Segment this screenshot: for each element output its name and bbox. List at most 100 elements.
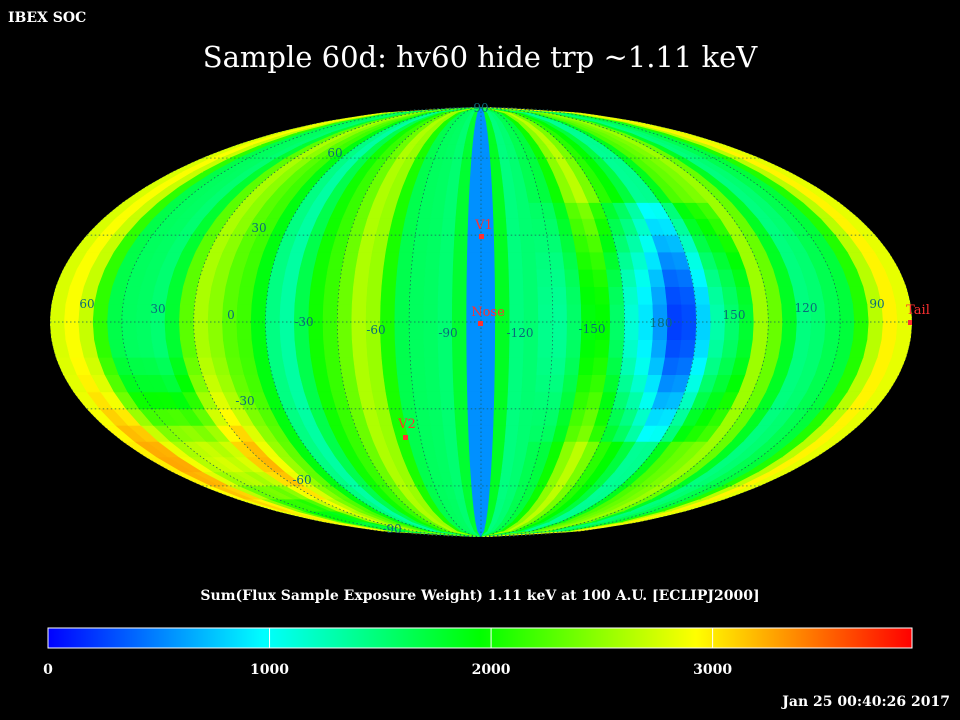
graticule-line	[480, 107, 697, 537]
map-cell	[208, 286, 227, 305]
map-cell	[394, 339, 411, 358]
map-cell	[466, 339, 482, 358]
v1-label: V1	[474, 218, 493, 233]
map-cell	[78, 321, 95, 340]
map-cell	[456, 186, 471, 203]
map-cell	[438, 356, 454, 376]
map-cell	[518, 218, 534, 236]
map-cell	[280, 339, 298, 358]
map-cell	[380, 286, 397, 305]
map-cell	[795, 321, 812, 340]
map-cell	[423, 339, 439, 358]
meridian-label: -90	[438, 326, 457, 340]
map-cell	[452, 356, 468, 376]
map-cell	[606, 356, 624, 376]
map-cell	[494, 339, 510, 358]
map-cell	[395, 356, 412, 376]
map-cell	[707, 339, 725, 358]
map-cell	[767, 321, 784, 340]
map-cell	[236, 304, 253, 323]
meridian-label: -60	[366, 323, 385, 337]
map-cell	[550, 356, 567, 376]
map-cell	[366, 339, 383, 358]
map-cell	[411, 374, 427, 393]
graticule-line	[193, 107, 482, 537]
map-cell	[494, 356, 510, 376]
map-cell	[472, 498, 482, 512]
map-cell	[490, 171, 504, 188]
meridian-label: 0	[227, 308, 235, 322]
map-cell	[509, 339, 525, 358]
map-cell	[695, 304, 712, 323]
map-cell	[492, 425, 507, 442]
map-cell	[394, 321, 410, 340]
map-cell	[279, 321, 296, 340]
map-cell	[664, 286, 682, 305]
map-cell	[423, 321, 439, 340]
map-cell	[548, 251, 565, 270]
map-cell	[609, 304, 625, 323]
map-cell	[430, 202, 446, 219]
graticule-line	[336, 107, 482, 537]
map-cell	[466, 356, 482, 376]
map-cell	[650, 286, 668, 305]
colorbar-gradient	[47, 627, 913, 649]
map-cell	[424, 251, 441, 270]
tail-marker	[908, 320, 912, 325]
map-cell	[351, 304, 367, 323]
map-cell	[452, 251, 468, 270]
map-cell	[442, 425, 458, 442]
meridian-label: 30	[150, 302, 165, 316]
map-cell	[623, 321, 640, 340]
map-cell	[455, 425, 470, 442]
meridian-label: -150	[579, 322, 606, 336]
map-cell	[444, 441, 459, 458]
map-cell	[693, 339, 711, 358]
map-cell	[523, 339, 539, 358]
map-cell	[438, 251, 455, 270]
map-cell	[383, 374, 400, 393]
map-cell	[50, 321, 67, 340]
map-cell	[564, 268, 581, 288]
map-cell	[537, 339, 553, 358]
map-cell	[423, 268, 440, 288]
map-cell	[92, 304, 110, 323]
map-cell	[467, 408, 482, 426]
map-cell	[408, 304, 425, 323]
map-cell	[494, 374, 510, 393]
map-cell	[622, 286, 639, 305]
map-cell	[636, 339, 654, 358]
map-cell	[518, 408, 534, 426]
map-cell	[895, 321, 912, 340]
map-cell	[724, 321, 740, 340]
map-cell	[460, 471, 473, 487]
map-cell	[471, 485, 482, 500]
map-cell	[506, 234, 523, 253]
map-cell	[265, 339, 283, 358]
map-cell	[695, 321, 712, 340]
map-cell	[439, 391, 456, 410]
map-cell	[480, 144, 491, 159]
map-cell	[323, 339, 340, 358]
map-cell	[838, 304, 855, 323]
map-cell	[426, 391, 442, 410]
tail-label: Tail	[906, 303, 930, 318]
map-cell	[437, 339, 453, 358]
nose-label: Nose	[471, 305, 505, 320]
map-cell	[504, 425, 520, 442]
v1-marker	[479, 234, 484, 239]
map-cell	[521, 251, 538, 270]
map-cell	[324, 268, 343, 288]
map-cell	[468, 441, 482, 458]
map-cell	[423, 286, 439, 305]
map-cell	[294, 286, 312, 305]
map-cell	[64, 304, 81, 323]
map-cell	[442, 202, 458, 219]
graticule-line	[480, 107, 841, 537]
map-cell	[552, 304, 568, 323]
map-cell	[458, 171, 472, 188]
map-cell	[480, 339, 496, 358]
map-cell	[608, 286, 625, 305]
map-cell	[535, 374, 551, 393]
